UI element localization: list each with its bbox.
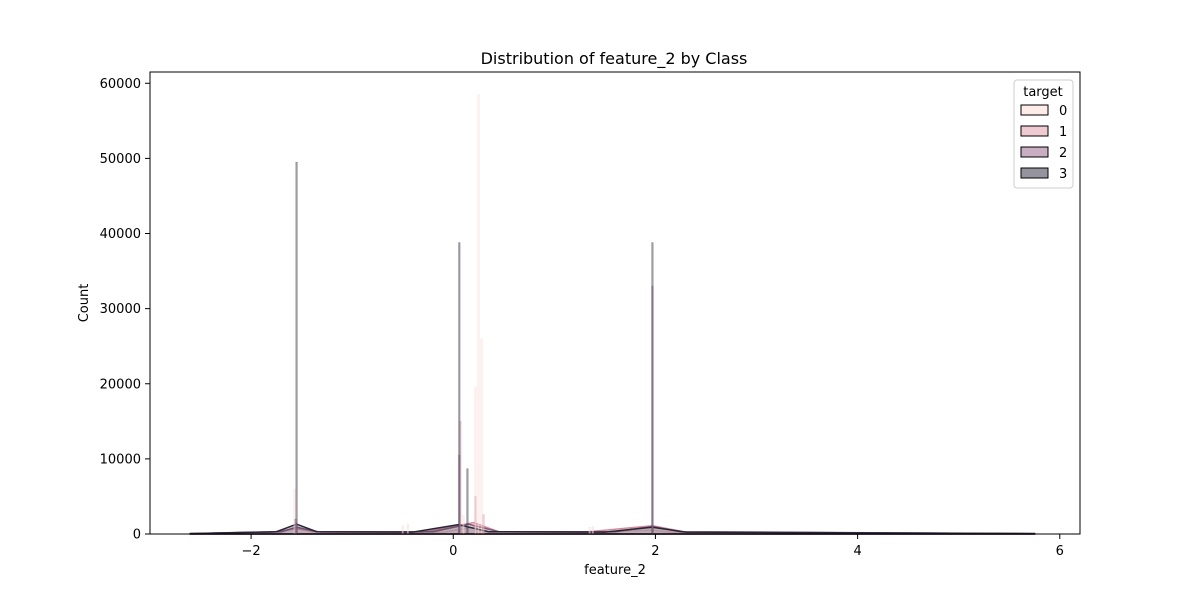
plot-area [149,71,1081,535]
bar-0-7 [591,526,594,535]
legend-swatch-0 [1020,104,1049,116]
y-tick-label-2: 20000 [100,377,141,392]
x-tick-label-0: −2 [242,544,261,559]
legend-title: target [1023,85,1063,100]
legend-label-1: 1 [1059,125,1067,140]
bar-0-8 [462,515,465,535]
legend-label-0: 0 [1059,104,1067,119]
bar-1-1 [474,496,477,535]
y-tick-label-4: 40000 [100,227,141,242]
bar-0-4 [401,525,404,535]
bar-3-1 [458,242,461,535]
y-tick-label-5: 50000 [100,152,141,167]
legend-entries: 0 1 2 3 [1020,104,1067,182]
bar-3-3 [466,468,469,535]
x-tick-label-2: 2 [651,544,659,559]
kde-area-3 [189,523,1036,535]
bar-0-5 [406,524,409,535]
y-tick-label-1: 10000 [100,452,141,467]
y-axis-label: Count [77,284,92,323]
y-tick-label-3: 30000 [100,302,141,317]
legend: target 0 1 2 3 [1013,79,1074,189]
y-tick-label-0: 0 [133,528,141,543]
bar-3-2 [651,242,654,535]
kde-layer [189,521,1036,535]
bar-0-2 [480,338,483,535]
x-tick-label-3: 4 [853,544,861,559]
legend-label-3: 3 [1059,167,1067,182]
y-axis: 0 10000 20000 30000 40000 50000 60000 [100,77,150,543]
bar-0-6 [588,527,591,535]
bar-1-2 [482,514,485,535]
bar-3-0 [295,161,298,535]
legend-swatch-2 [1020,146,1049,158]
x-tick-label-1: 0 [449,544,457,559]
x-tick-label-4: 6 [1056,544,1064,559]
plot-frame [149,71,1081,535]
legend-swatch-3 [1020,167,1049,179]
legend-label-2: 2 [1059,146,1067,161]
x-axis: −2 0 2 4 6 [242,534,1064,559]
x-axis-label: feature_2 [584,563,646,578]
y-tick-label-6: 60000 [100,77,141,92]
bar-0-0 [477,94,480,535]
chart-title: Distribution of feature_2 by Class [481,49,748,69]
legend-swatch-1 [1020,125,1049,137]
